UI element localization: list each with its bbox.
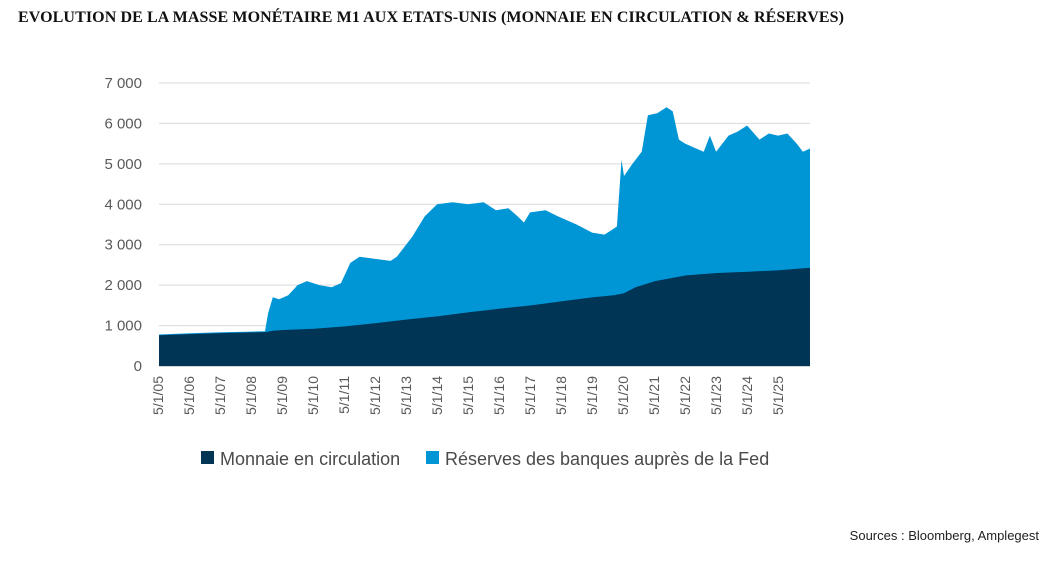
x-tick-label: 5/1/24 (739, 376, 755, 415)
x-tick-label: 5/1/14 (429, 376, 445, 415)
x-tick-label: 5/1/19 (584, 376, 600, 415)
y-tick-label: 0 (134, 358, 142, 375)
x-tick-label: 5/1/06 (181, 376, 197, 415)
x-tick-label: 5/1/07 (212, 376, 228, 415)
x-tick-label: 5/1/18 (553, 376, 569, 415)
x-tick-label: 5/1/12 (367, 376, 383, 415)
y-axis: 0 1 000 2 000 3 000 4 000 5 000 6 000 7 000 (104, 75, 142, 375)
plot-areas (159, 107, 810, 367)
x-tick-label: 5/1/17 (522, 376, 538, 415)
chart-title: EVOLUTION DE LA MASSE MONÉTAIRE M1 AUX E… (18, 9, 845, 26)
x-tick-label: 5/1/15 (460, 376, 476, 415)
y-tick-label: 1 000 (104, 318, 142, 335)
x-tick-label: 5/1/20 (615, 376, 631, 415)
y-tick-label: 5 000 (104, 156, 142, 173)
x-tick-label: 5/1/09 (274, 376, 290, 415)
legend-swatch-reserves (426, 451, 439, 464)
x-tick-label: 5/1/08 (243, 376, 259, 415)
x-tick-label: 5/1/25 (770, 376, 786, 415)
y-tick-label: 2 000 (104, 277, 142, 294)
x-tick-label: 5/1/13 (398, 376, 414, 415)
y-tick-label: 3 000 (104, 237, 142, 254)
legend: Monnaie en circulation Réserves des banq… (201, 449, 769, 469)
x-tick-label: 5/1/10 (305, 376, 321, 415)
y-tick-label: 4 000 (104, 196, 142, 213)
source-note: Sources : Bloomberg, Amplegest (849, 528, 1039, 543)
y-tick-label: 7 000 (104, 75, 142, 92)
x-tick-label: 5/1/05 (150, 376, 166, 415)
x-tick-label: 5/1/21 (646, 376, 662, 415)
legend-label-reserves: Réserves des banques auprès de la Fed (445, 449, 769, 469)
legend-label-currency: Monnaie en circulation (220, 449, 400, 469)
x-tick-label: 5/1/16 (491, 376, 507, 415)
x-axis: 5/1/05 5/1/06 5/1/07 5/1/08 5/1/09 5/1/10 5/1/… (150, 376, 786, 415)
x-tick-label: 5/1/22 (677, 376, 693, 415)
x-tick-label: 5/1/11 (336, 376, 352, 414)
x-tick-label: 5/1/23 (708, 376, 724, 415)
legend-swatch-currency (201, 451, 214, 464)
y-tick-label: 6 000 (104, 115, 142, 132)
area-currency (159, 267, 810, 366)
